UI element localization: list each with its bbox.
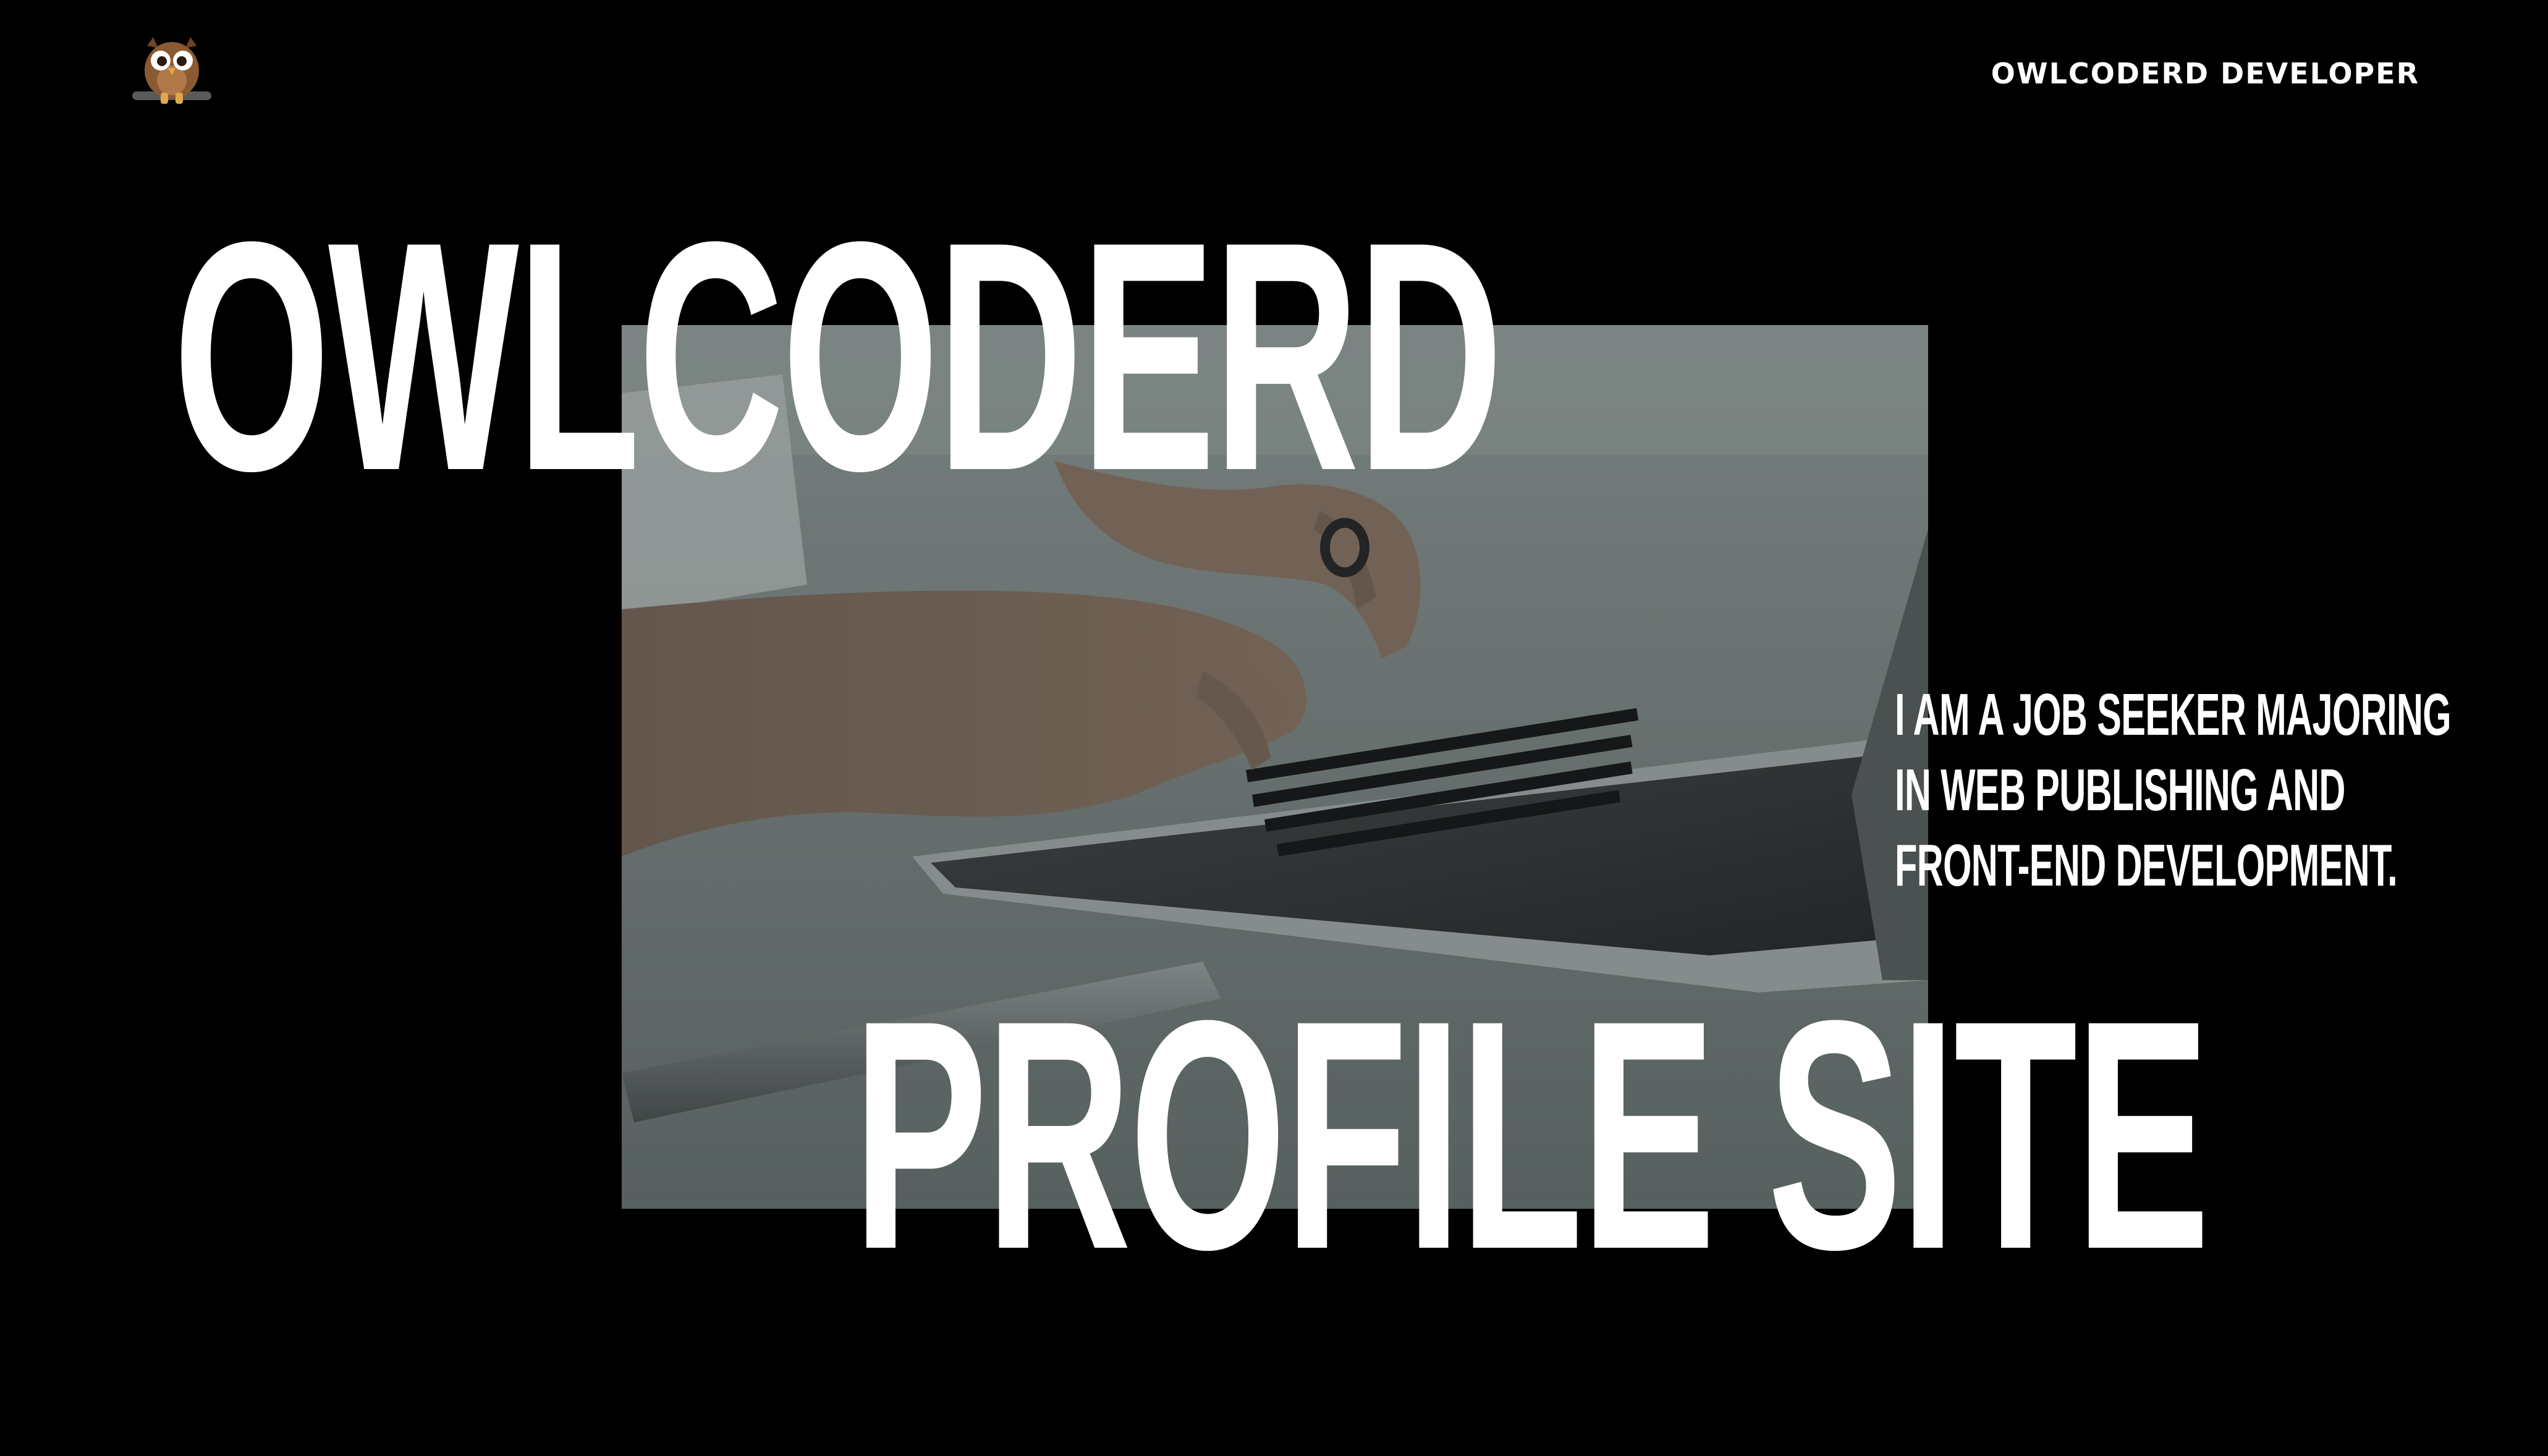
owl-logo-icon[interactable] xyxy=(129,32,215,119)
hero-title-profile-site: PROFILE SITE xyxy=(853,952,2210,1317)
tagline-line-1: I AM A JOB SEEKER MAJORING xyxy=(1895,682,2452,748)
tagline-line-3: FRONT-END DEVELOPMENT. xyxy=(1895,832,2398,899)
site-label-link[interactable]: OWLCODERD DEVELOPER xyxy=(1991,57,2419,90)
hands-typing-on-laptop-photo xyxy=(622,325,1928,1209)
tagline-line-2: IN WEB PUBLISHING AND xyxy=(1895,757,2345,823)
hero-tagline: I AM A JOB SEEKER MAJORING IN WEB PUBLIS… xyxy=(1895,677,2548,904)
hero-title-owlcoderd: OWLCODERD xyxy=(173,174,1503,538)
